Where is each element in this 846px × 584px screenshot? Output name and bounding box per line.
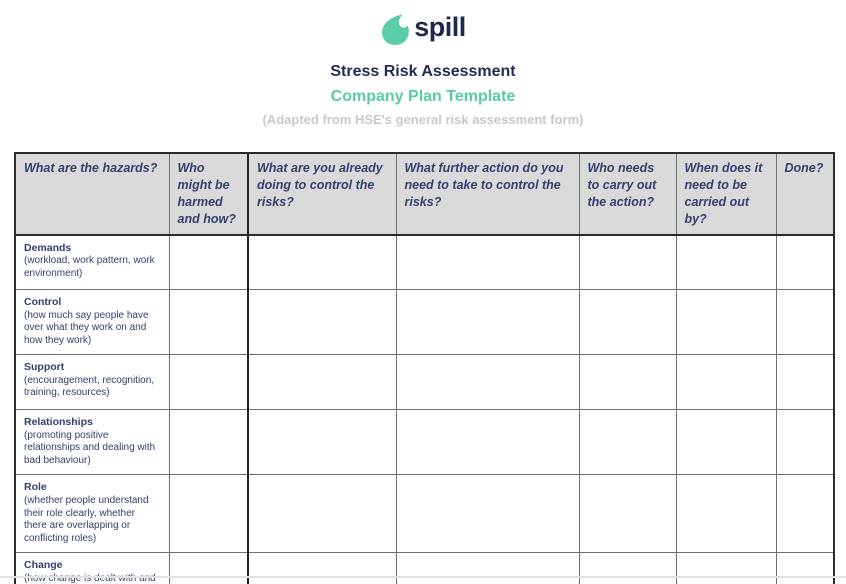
- empty-cell: [395, 474, 580, 553]
- empty-cell: [675, 474, 777, 553]
- table-row-relationships: Relationships (promoting positive relati…: [14, 409, 835, 476]
- empty-cell: [775, 234, 835, 290]
- empty-cell: [395, 234, 580, 290]
- hazard-title: Relationships: [24, 416, 93, 429]
- empty-cell: [247, 551, 397, 584]
- empty-cell: [168, 409, 249, 476]
- hazard-cell: Demands (workload, work pattern, work en…: [14, 234, 170, 290]
- empty-cell: [168, 551, 249, 584]
- empty-cell: [578, 474, 677, 553]
- table-row-support: Support (encouragement, recognition, tra…: [14, 354, 835, 411]
- empty-cell: [675, 234, 777, 290]
- hazard-title: Control: [24, 296, 62, 308]
- risk-assessment-table: What are the hazards? Who might be harme…: [14, 152, 835, 584]
- table-row-demands: Demands (workload, work pattern, work en…: [14, 234, 835, 290]
- hazard-description: (encouragement, recognition, training, r…: [24, 374, 155, 399]
- empty-cell: [168, 288, 249, 356]
- hazard-description: (promoting positive relationships and de…: [24, 429, 156, 467]
- empty-cell: [675, 354, 777, 411]
- hazard-cell: Support (encouragement, recognition, tra…: [14, 354, 170, 411]
- empty-cell: [168, 474, 249, 553]
- hazard-title: Support: [24, 361, 65, 374]
- empty-cell: [247, 409, 397, 476]
- document-header: spill Stress Risk Assessment Company Pla…: [0, 0, 846, 128]
- empty-cell: [775, 551, 835, 584]
- table-row-control: Control (how much say people have over w…: [14, 288, 835, 356]
- hazard-description: (how change is dealt with and communicat…: [24, 572, 156, 584]
- hazard-cell: Role (whether people understand their ro…: [14, 474, 170, 553]
- spill-logo-text: spill: [414, 12, 466, 42]
- empty-cell: [395, 354, 580, 411]
- hazard-title: Role: [24, 481, 47, 494]
- hazard-description: (workload, work pattern, work environmen…: [24, 255, 155, 279]
- header-done: Done?: [775, 152, 835, 236]
- empty-cell: [395, 288, 580, 356]
- empty-cell: [395, 551, 580, 584]
- empty-cell: [578, 234, 677, 290]
- hazard-title: Change: [24, 558, 63, 571]
- document-title: Stress Risk Assessment: [330, 63, 516, 80]
- hazard-cell: Relationships (promoting positive relati…: [14, 409, 170, 476]
- document-note: (Adapted from HSE's general risk assessm…: [262, 112, 584, 127]
- empty-cell: [675, 409, 777, 476]
- hazard-description: (how much say people have over what they…: [24, 309, 149, 347]
- spill-drop-icon: [380, 13, 414, 46]
- empty-cell: [247, 354, 397, 411]
- header-hazards: What are the hazards?: [14, 152, 170, 236]
- empty-cell: [578, 551, 677, 584]
- hazard-title: Demands: [24, 241, 72, 254]
- empty-cell: [247, 234, 397, 290]
- header-already-doing: What are you already doing to control th…: [247, 152, 397, 236]
- hazard-cell: Control (how much say people have over w…: [14, 288, 170, 356]
- empty-cell: [775, 474, 835, 553]
- empty-cell: [578, 354, 677, 411]
- empty-cell: [775, 354, 835, 411]
- header-who-harmed: Who might be harmed and how?: [168, 152, 249, 236]
- empty-cell: [578, 288, 677, 356]
- document-subtitle: Company Plan Template: [330, 88, 516, 105]
- empty-cell: [675, 288, 777, 356]
- empty-cell: [168, 234, 249, 290]
- empty-cell: [775, 409, 835, 476]
- empty-cell: [675, 551, 777, 584]
- spill-logo: spill: [0, 11, 846, 48]
- empty-cell: [168, 354, 249, 411]
- hazard-cell: Change (how change is dealt with and com…: [14, 551, 170, 584]
- header-further-action: What further action do you need to take …: [395, 152, 580, 236]
- empty-cell: [775, 288, 835, 356]
- header-when-by: When does it need to be carried out by?: [675, 152, 777, 236]
- empty-cell: [395, 409, 580, 476]
- hazard-description: (whether people understand their role cl…: [24, 494, 149, 545]
- table-row-change: Change (how change is dealt with and com…: [14, 551, 835, 584]
- table-header-row: What are the hazards? Who might be harme…: [14, 152, 835, 236]
- page-edge-line: [0, 576, 846, 578]
- empty-cell: [578, 409, 677, 476]
- table-row-role: Role (whether people understand their ro…: [14, 474, 835, 553]
- header-who-carries-out: Who needs to carry out the action?: [578, 152, 677, 236]
- empty-cell: [247, 288, 397, 356]
- empty-cell: [247, 474, 397, 553]
